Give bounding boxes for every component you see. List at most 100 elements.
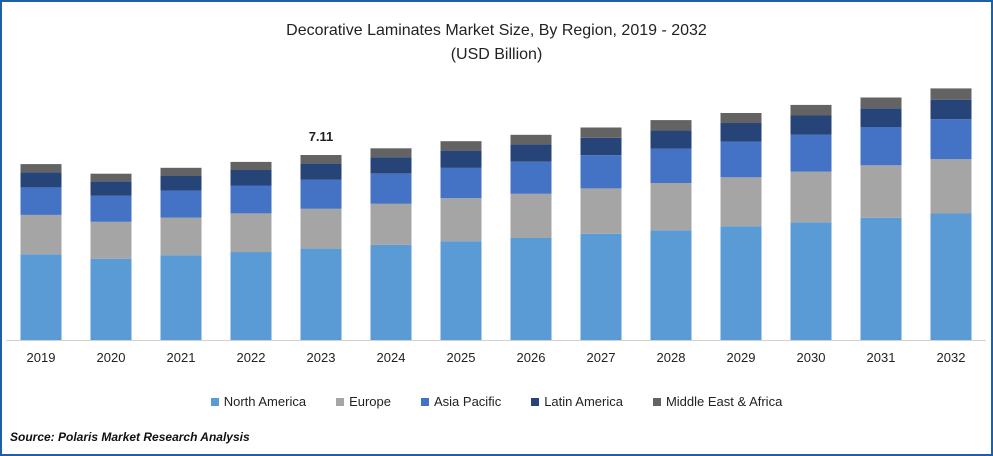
bar-segment-2020-middle-east-africa [90, 173, 132, 182]
x-tick-label-2023: 2023 [307, 350, 336, 365]
bar-segment-2020-europe [90, 221, 132, 259]
bar-segment-2029-middle-east-africa [720, 113, 762, 124]
bar-segment-2025-middle-east-africa [440, 141, 482, 151]
bar-segment-2032-north-america [930, 213, 972, 340]
legend-swatch-middle-east-africa [652, 397, 661, 406]
bar-segment-2027-europe [580, 188, 622, 234]
bar-segment-2025-north-america [440, 241, 482, 340]
bar-segment-2021-latin-america [160, 175, 202, 191]
bar-segment-2023-middle-east-africa [300, 155, 342, 164]
x-tick-label-2028: 2028 [657, 350, 686, 365]
legend-item-north-america: North America [210, 394, 307, 409]
bar-segment-2019-middle-east-africa [20, 164, 62, 173]
bar-segment-2022-north-america [230, 252, 272, 340]
bar-segment-2029-europe [720, 177, 762, 227]
legend-item-latin-america: Latin America [531, 394, 623, 409]
bar-segment-2022-europe [230, 213, 272, 253]
x-tick-label-2030: 2030 [797, 350, 826, 365]
bar-segment-2022-asia-pacific [230, 185, 272, 214]
bar-segment-2025-latin-america [440, 150, 482, 168]
bar-segment-2019-asia-pacific [20, 187, 62, 215]
bar-segment-2024-asia-pacific [370, 173, 412, 204]
bar-segment-2027-asia-pacific [580, 155, 622, 189]
legend-item-asia-pacific: Asia Pacific [421, 394, 501, 409]
bar-segment-2026-europe [510, 193, 552, 238]
legend-label-latin-america: Latin America [544, 394, 623, 409]
legend-swatch-europe [336, 397, 345, 406]
bar-segment-2029-asia-pacific [720, 141, 762, 178]
bar-segment-2029-latin-america [720, 123, 762, 142]
bar-segment-2031-europe [860, 165, 902, 218]
bar-segment-2032-europe [930, 159, 972, 214]
bar-segment-2019-latin-america [20, 172, 62, 188]
bar-segment-2026-middle-east-africa [510, 134, 552, 145]
bar-segment-2019-europe [20, 214, 62, 255]
bar-segment-2032-asia-pacific [930, 119, 972, 160]
bar-segment-2031-north-america [860, 217, 902, 340]
bar-segment-2028-north-america [650, 230, 692, 340]
bar-segment-2024-north-america [370, 244, 412, 340]
legend-item-europe: Europe [336, 394, 391, 409]
legend-item-middle-east-africa: Middle East & Africa [652, 394, 783, 409]
x-tick-label-2032: 2032 [937, 350, 966, 365]
x-tick-label-2022: 2022 [237, 350, 266, 365]
bar-segment-2032-latin-america [930, 99, 972, 120]
bar-segment-2031-asia-pacific [860, 127, 902, 166]
bar-segment-2025-asia-pacific [440, 167, 482, 199]
bar-segment-2030-latin-america [790, 115, 832, 135]
bar-segment-2024-latin-america [370, 157, 412, 174]
data-label-2023: 7.11 [309, 129, 334, 144]
source-note: Source: Polaris Market Research Analysis [10, 430, 250, 444]
x-tick-label-2026: 2026 [517, 350, 546, 365]
bar-segment-2027-middle-east-africa [580, 127, 622, 138]
bar-segment-2028-europe [650, 183, 692, 231]
bar-segment-2027-north-america [580, 233, 622, 340]
bar-segment-2028-latin-america [650, 130, 692, 149]
chart-subtitle: (USD Billion) [450, 46, 543, 63]
x-tick-label-2024: 2024 [377, 350, 406, 365]
bar-segment-2030-middle-east-africa [790, 104, 832, 116]
bar-segment-2028-asia-pacific [650, 148, 692, 183]
x-tick-label-2019: 2019 [27, 350, 56, 365]
bar-segment-2029-north-america [720, 226, 762, 340]
bar-segment-2023-asia-pacific [300, 179, 342, 209]
legend-label-europe: Europe [349, 394, 391, 409]
stacked-bar-chart: 2019 2020 2021 2022 2023 7.11 2024 2025 2026 2027… [6, 88, 986, 365]
bar-segment-2030-north-america [790, 222, 832, 340]
bar-segment-2028-middle-east-africa [650, 120, 692, 131]
bar-segment-2026-asia-pacific [510, 161, 552, 194]
bar-segment-2025-europe [440, 198, 482, 242]
bar-segment-2021-north-america [160, 255, 202, 340]
chart-legend: North America Europe Asia Pacific Latin Ame… [2, 394, 991, 409]
bar-segment-2020-north-america [90, 258, 132, 340]
legend-swatch-north-america [210, 397, 219, 406]
bar-segment-2032-middle-east-africa [930, 88, 972, 100]
bar-segment-2021-middle-east-africa [160, 167, 202, 176]
bar-segment-2019-north-america [20, 254, 62, 340]
bar-segment-2024-europe [370, 203, 412, 245]
bar-segment-2024-middle-east-africa [370, 148, 412, 158]
x-tick-label-2031: 2031 [867, 350, 896, 365]
legend-label-middle-east-africa: Middle East & Africa [665, 394, 783, 409]
legend-swatch-asia-pacific [421, 397, 429, 406]
x-tick-label-2027: 2027 [587, 350, 616, 365]
bar-segment-2020-latin-america [90, 181, 132, 196]
bar-segment-2023-latin-america [300, 163, 342, 180]
legend-swatch-latin-america [531, 397, 540, 406]
bar-segment-2031-latin-america [860, 108, 902, 127]
bar-segment-2022-middle-east-africa [230, 161, 272, 170]
bar-segment-2023-europe [300, 208, 342, 249]
legend-label-north-america: North America [223, 394, 307, 409]
bar-segment-2027-latin-america [580, 137, 622, 156]
x-tick-label-2029: 2029 [727, 350, 756, 365]
bar-segment-2022-latin-america [230, 170, 272, 186]
legend-label-asia-pacific: Asia Pacific [434, 394, 502, 409]
bar-segment-2026-north-america [510, 238, 552, 340]
x-tick-label-2021: 2021 [167, 350, 196, 365]
x-tick-label-2020: 2020 [97, 350, 126, 365]
bar-segment-2031-middle-east-africa [860, 97, 902, 109]
x-tick-label-2025: 2025 [447, 350, 476, 365]
bar-segment-2023-north-america [300, 248, 342, 340]
bar-segment-2020-asia-pacific [90, 195, 132, 222]
